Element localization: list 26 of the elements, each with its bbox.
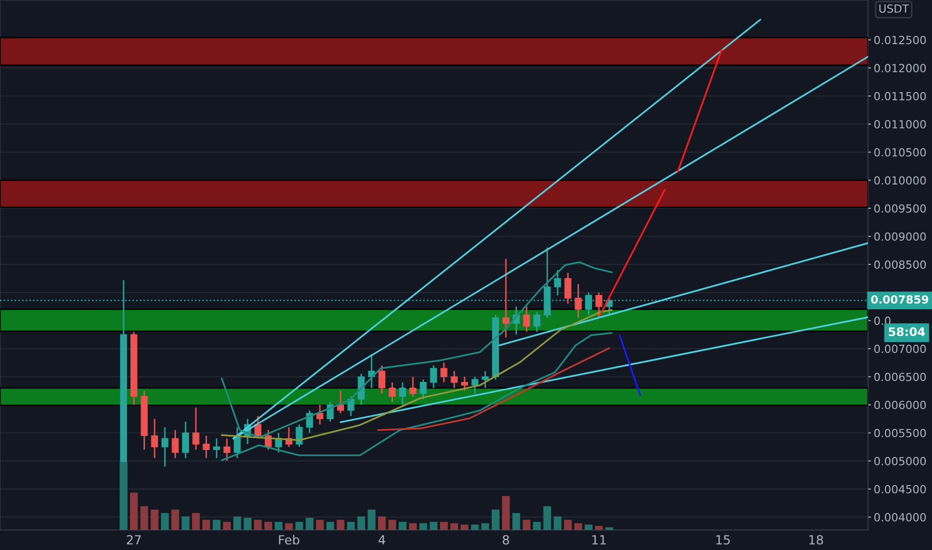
y-tick-label: 0.010000 (874, 176, 926, 185)
y-tick-label: 0.011000 (874, 120, 926, 128)
y-tick-label: 0.009000 (874, 232, 926, 241)
x-tick-label: Feb (279, 534, 300, 545)
y-tick-label: 0.009500 (874, 204, 926, 213)
ref-line-label: 0.007859 (871, 295, 928, 304)
x-tick-label: 15 (716, 535, 730, 545)
y-tick-label: 0.012000 (874, 64, 926, 72)
y-tick-label: 0.006500 (874, 372, 926, 382)
y-tick-label: 0.007000 (874, 344, 926, 354)
x-tick-label: 4 (378, 535, 386, 544)
x-tick-label: 8 (502, 535, 510, 545)
x-tick-label: 18 (809, 535, 823, 545)
text: 58:04 (888, 327, 925, 336)
x-tick-label: 27 (126, 535, 141, 544)
y-tick-label: 0.004500 (874, 484, 926, 494)
y-tick-label: 0.004000 (874, 513, 926, 522)
y-tick-label: 0.006000 (874, 400, 926, 410)
y-tick-label: 0.005000 (874, 456, 926, 466)
y-tick-label: 0.010500 (874, 148, 926, 157)
y-tick-label: 0.005500 (874, 428, 926, 438)
x-tick-label: 11 (592, 535, 606, 544)
text: USDT (879, 4, 909, 13)
y-tick-label: 0.012500 (874, 36, 926, 44)
y-tick-label: 0.008500 (874, 260, 926, 269)
y-tick-label: 0.011500 (874, 92, 926, 100)
